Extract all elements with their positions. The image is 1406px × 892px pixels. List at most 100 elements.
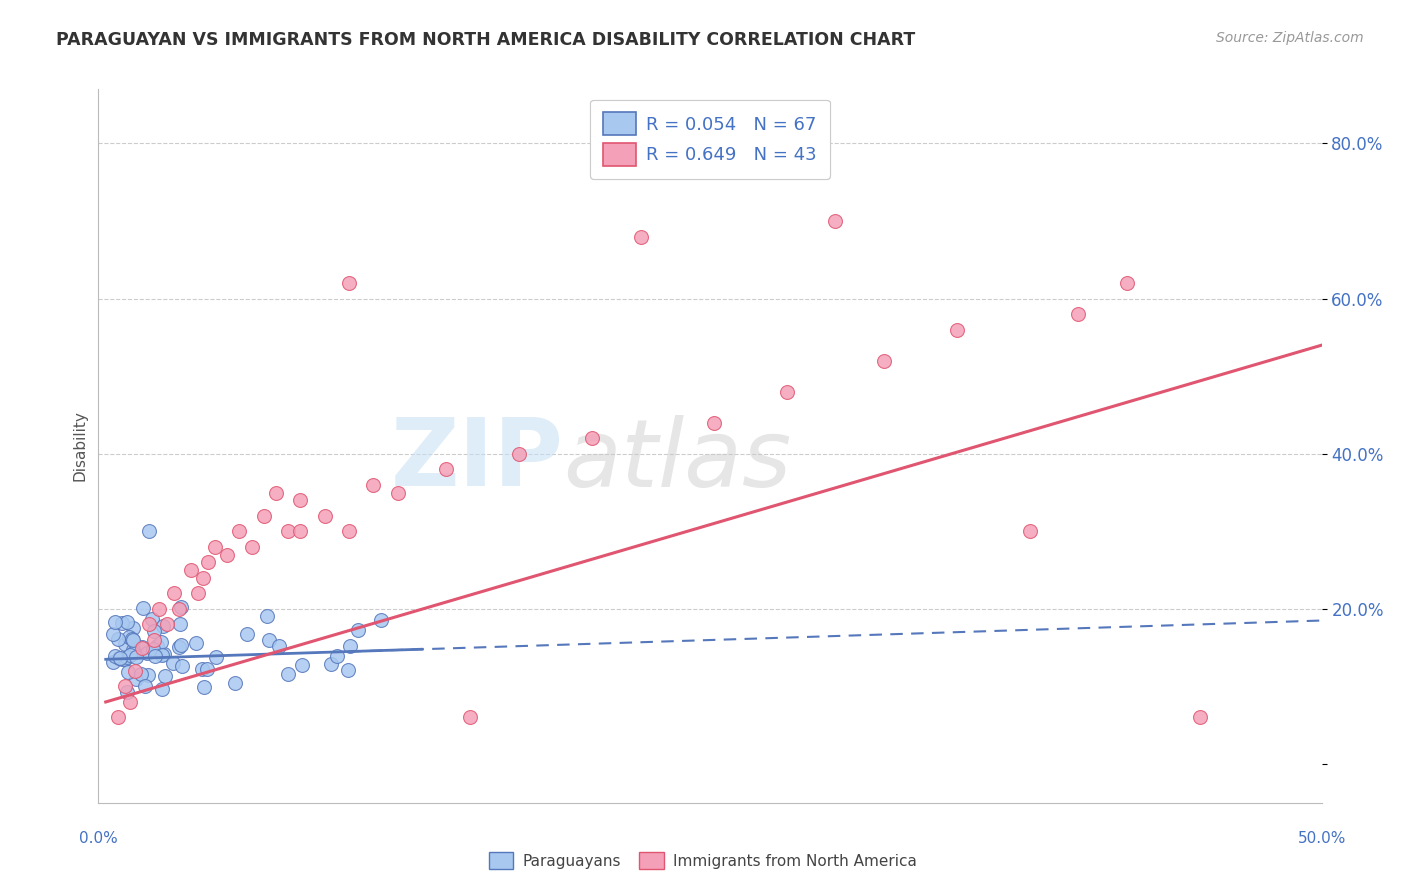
Point xyxy=(277,524,299,539)
Point xyxy=(149,635,172,649)
Point xyxy=(946,323,969,337)
Point xyxy=(152,619,174,633)
Point xyxy=(236,627,259,641)
Point xyxy=(703,416,725,430)
Point xyxy=(170,638,193,652)
Point xyxy=(136,667,159,681)
Point xyxy=(824,214,846,228)
Point xyxy=(172,658,194,673)
Point xyxy=(1116,276,1139,290)
Text: 0.0%: 0.0% xyxy=(79,831,118,846)
Point xyxy=(167,602,190,616)
Point xyxy=(434,462,457,476)
Point xyxy=(114,680,136,694)
Point xyxy=(118,630,141,644)
Point xyxy=(630,229,652,244)
Point xyxy=(135,647,157,661)
Point xyxy=(193,680,215,694)
Point xyxy=(1067,307,1090,321)
Point xyxy=(131,640,153,654)
Point xyxy=(142,642,165,657)
Point xyxy=(169,600,191,615)
Point xyxy=(1189,710,1212,724)
Point xyxy=(162,656,184,670)
Point xyxy=(205,650,228,665)
Point xyxy=(873,353,896,368)
Point xyxy=(124,664,146,678)
Point xyxy=(325,649,347,664)
Point xyxy=(508,447,530,461)
Point xyxy=(387,485,409,500)
Point xyxy=(240,540,263,554)
Point xyxy=(290,524,312,539)
Point xyxy=(122,642,145,657)
Point xyxy=(775,384,797,399)
Point xyxy=(114,637,136,651)
Point xyxy=(129,667,152,681)
Point xyxy=(346,623,368,637)
Point xyxy=(253,508,276,523)
Point xyxy=(108,650,131,665)
Point xyxy=(141,611,163,625)
Point xyxy=(125,673,148,687)
Point xyxy=(204,540,226,554)
Point xyxy=(314,508,336,523)
Text: 50.0%: 50.0% xyxy=(1298,831,1346,846)
Point xyxy=(121,632,143,646)
Point xyxy=(224,676,246,690)
Point xyxy=(163,586,186,600)
Text: ZIP: ZIP xyxy=(391,414,564,507)
Point xyxy=(138,617,160,632)
Text: Source: ZipAtlas.com: Source: ZipAtlas.com xyxy=(1216,31,1364,45)
Text: PARAGUAYAN VS IMMIGRANTS FROM NORTH AMERICA DISABILITY CORRELATION CHART: PARAGUAYAN VS IMMIGRANTS FROM NORTH AMER… xyxy=(56,31,915,49)
Point xyxy=(107,710,129,724)
Point xyxy=(1018,524,1040,539)
Point xyxy=(259,633,281,648)
Point xyxy=(155,669,177,683)
Point xyxy=(337,524,360,539)
Point xyxy=(150,648,173,663)
Point xyxy=(256,609,278,624)
Point xyxy=(117,685,139,699)
Point xyxy=(146,640,169,654)
Point xyxy=(118,695,141,709)
Point xyxy=(197,555,219,569)
Point xyxy=(267,639,290,653)
Point xyxy=(180,563,202,577)
Point xyxy=(115,615,138,630)
Point xyxy=(319,657,342,671)
Point xyxy=(111,615,134,630)
Text: atlas: atlas xyxy=(564,415,792,506)
Legend: R = 0.054   N = 67, R = 0.649   N = 43: R = 0.054 N = 67, R = 0.649 N = 43 xyxy=(591,100,830,178)
Point xyxy=(148,602,170,616)
Point xyxy=(108,650,131,665)
Point xyxy=(184,636,207,650)
Y-axis label: Disability: Disability xyxy=(72,410,87,482)
Point xyxy=(142,624,165,639)
Point xyxy=(291,657,314,672)
Point xyxy=(152,681,174,696)
Point xyxy=(122,621,145,635)
Point xyxy=(339,640,361,654)
Point xyxy=(217,548,239,562)
Point xyxy=(131,640,153,655)
Point xyxy=(169,616,191,631)
Point xyxy=(191,571,214,585)
Point xyxy=(361,477,384,491)
Point xyxy=(138,524,160,539)
Point xyxy=(581,431,603,445)
Point xyxy=(155,617,177,632)
Point xyxy=(228,524,250,539)
Point xyxy=(103,655,125,669)
Point xyxy=(337,276,360,290)
Point xyxy=(117,650,139,665)
Point xyxy=(120,648,142,663)
Point xyxy=(114,652,136,666)
Point xyxy=(132,601,155,615)
Point xyxy=(104,615,127,629)
Point xyxy=(336,663,359,677)
Point xyxy=(187,586,209,600)
Point xyxy=(153,647,176,661)
Point xyxy=(111,651,134,665)
Point xyxy=(277,667,299,681)
